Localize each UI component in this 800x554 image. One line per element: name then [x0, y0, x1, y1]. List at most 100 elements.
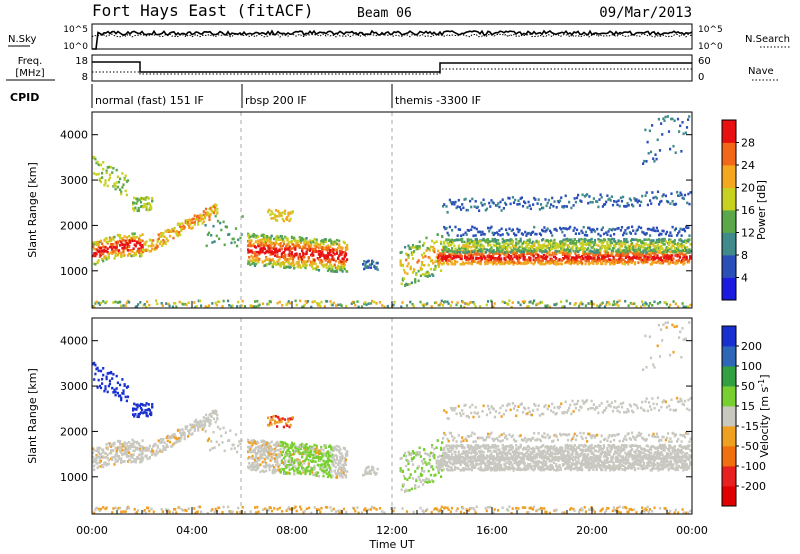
range-cell — [475, 238, 478, 242]
range-cell — [204, 305, 207, 308]
range-cell — [468, 262, 471, 265]
range-cell — [129, 444, 132, 448]
range-cell — [320, 241, 323, 245]
range-cell — [335, 304, 338, 307]
range-cell — [248, 466, 251, 470]
range-cell — [291, 210, 294, 213]
range-cell — [123, 441, 126, 444]
range-cell — [137, 209, 140, 213]
range-cell — [303, 446, 306, 450]
range-cell — [629, 232, 633, 235]
range-cell — [662, 117, 665, 120]
range-cell — [431, 259, 434, 262]
range-cell — [489, 240, 492, 243]
range-cell — [339, 249, 342, 253]
range-cell — [606, 240, 609, 244]
range-cell — [134, 252, 137, 255]
range-cell — [151, 405, 154, 409]
range-cell — [266, 464, 269, 467]
range-cell — [254, 262, 258, 266]
range-cell — [270, 447, 273, 451]
range-cell — [689, 249, 692, 253]
range-cell — [321, 263, 324, 267]
range-cell — [606, 233, 609, 236]
range-cell — [145, 446, 148, 450]
range-cell — [239, 442, 242, 446]
range-cell — [289, 446, 292, 450]
range-cell — [447, 233, 450, 237]
range-cell — [649, 150, 653, 154]
range-cell — [105, 237, 108, 240]
range-cell — [510, 238, 513, 242]
range-cell — [267, 250, 270, 254]
range-cell — [667, 246, 670, 250]
range-cell — [553, 242, 556, 245]
range-cell — [545, 257, 548, 261]
range-cell — [339, 246, 342, 249]
range-cell — [120, 396, 123, 400]
range-cell — [498, 262, 502, 266]
range-cell — [572, 249, 575, 253]
range-cell — [484, 262, 487, 266]
range-cell — [322, 242, 325, 246]
range-cell — [95, 300, 98, 304]
range-cell — [113, 442, 116, 445]
range-cell — [584, 238, 588, 242]
range-cell — [414, 279, 417, 283]
range-cell — [658, 251, 661, 254]
range-cell — [147, 403, 150, 406]
range-cell — [516, 255, 520, 259]
range-cell — [587, 247, 590, 250]
range-cell — [260, 241, 263, 245]
range-cell — [129, 455, 132, 458]
range-cell — [269, 253, 272, 256]
range-cell — [268, 463, 271, 467]
range-cell — [341, 270, 344, 273]
range-cell — [139, 254, 142, 258]
range-cell — [279, 212, 282, 216]
range-cell — [139, 241, 142, 245]
range-cell — [642, 303, 645, 306]
range-cell — [168, 304, 171, 308]
range-cell — [111, 458, 114, 461]
range-cell — [645, 253, 648, 256]
range-cell — [590, 237, 593, 241]
range-cell — [187, 435, 190, 438]
range-cell — [334, 259, 337, 263]
range-cell — [99, 369, 103, 373]
range-cell — [438, 303, 441, 307]
range-cell — [283, 251, 286, 254]
range-cell — [488, 255, 491, 258]
range-cell — [102, 367, 105, 370]
range-cell — [682, 227, 685, 231]
range-cell — [574, 249, 577, 253]
range-cell — [275, 445, 278, 448]
range-cell — [94, 157, 97, 161]
range-cell — [150, 205, 153, 209]
range-cell — [148, 409, 152, 412]
range-cell — [469, 250, 472, 254]
range-cell — [325, 468, 328, 472]
range-cell — [241, 299, 244, 303]
range-cell — [603, 258, 606, 261]
range-cell — [324, 259, 327, 262]
range-cell — [585, 252, 588, 255]
range-cell — [646, 255, 649, 259]
range-cell — [269, 236, 272, 240]
range-cell — [655, 157, 658, 161]
range-cell — [575, 196, 579, 200]
range-cell — [282, 219, 285, 223]
range-cell — [501, 262, 504, 266]
range-cell — [633, 238, 636, 241]
range-cell — [416, 245, 419, 248]
range-cell — [261, 443, 264, 447]
range-cell — [339, 268, 342, 272]
range-cell — [509, 251, 512, 254]
range-cell — [645, 259, 648, 262]
range-cell — [450, 260, 453, 264]
range-cell — [563, 305, 566, 308]
range-cell — [629, 250, 632, 254]
range-cell — [329, 300, 332, 303]
range-cell — [627, 304, 630, 307]
range-cell — [603, 305, 607, 308]
